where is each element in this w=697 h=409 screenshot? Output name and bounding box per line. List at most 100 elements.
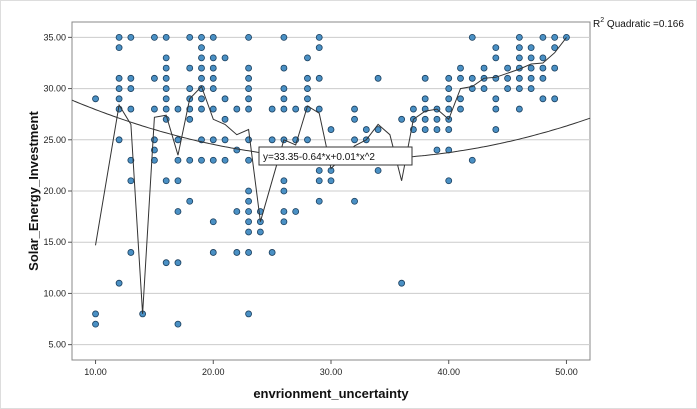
x-tick-label: 40.00 (437, 367, 460, 377)
y-tick-label: 5.00 (48, 340, 66, 350)
scatter-point (221, 95, 229, 103)
scatter-point (174, 105, 182, 113)
scatter-point (186, 197, 194, 205)
scatter-point (280, 218, 288, 226)
scatter-point (280, 95, 288, 103)
scatter-point (351, 136, 358, 144)
scatter-point (127, 156, 135, 164)
scatter-point (492, 54, 500, 62)
scatter-point (268, 105, 276, 113)
scatter-point (174, 156, 182, 164)
scatter-point (304, 54, 311, 62)
scatter-point (127, 33, 135, 41)
scatter-point (421, 126, 429, 133)
scatter-point (551, 44, 559, 52)
scatter-point (480, 85, 488, 92)
scatter-point (221, 156, 229, 164)
scatter-point (315, 105, 323, 113)
scatter-point (280, 64, 288, 72)
scatter-point (186, 64, 194, 72)
scatter-point (245, 208, 252, 215)
scatter-point (245, 136, 252, 144)
scatter-point (127, 105, 135, 113)
scatter-point (245, 33, 252, 41)
scatter-point (209, 54, 217, 62)
scatter-point (221, 115, 229, 123)
scatter-point (174, 320, 182, 328)
scatter-point (421, 115, 429, 123)
scatter-point (233, 105, 241, 113)
scatter-point (515, 105, 523, 113)
scatter-point (162, 74, 170, 82)
scatter-point (527, 64, 535, 72)
scatter-point (174, 208, 182, 215)
scatter-point (362, 126, 370, 133)
scatter-point (115, 136, 123, 144)
scatter-point (115, 85, 123, 92)
scatter-point (445, 95, 453, 103)
scatter-point (151, 136, 158, 144)
y-tick-label: 20.00 (43, 186, 66, 196)
scatter-point (245, 310, 252, 318)
scatter-point (468, 33, 476, 41)
scatter-point (198, 156, 205, 164)
scatter-point (410, 105, 417, 113)
scatter-point (539, 74, 547, 82)
scatter-point (433, 146, 441, 154)
scatter-point (292, 208, 300, 215)
scatter-point (280, 85, 288, 92)
scatter-point (92, 95, 99, 103)
scatter-point (115, 44, 123, 52)
scatter-point (209, 64, 217, 72)
scatter-point (539, 95, 547, 103)
x-tick-label: 20.00 (202, 367, 225, 377)
scatter-point (209, 105, 217, 113)
scatter-point (504, 74, 511, 82)
scatter-point (186, 156, 194, 164)
scatter-point (127, 177, 135, 185)
r2-label: R (593, 19, 600, 30)
scatter-point (515, 54, 523, 62)
scatter-point (162, 54, 170, 62)
scatter-point (539, 64, 547, 72)
scatter-point (245, 64, 252, 72)
scatter-point (127, 249, 135, 256)
scatter-point (198, 74, 205, 82)
r2-annotation: R2 Quadratic =0.166 (593, 17, 684, 30)
scatter-point (421, 95, 429, 103)
scatter-point (162, 33, 170, 41)
scatter-point (209, 249, 217, 256)
scatter-point (115, 95, 123, 103)
gridlines (72, 36, 590, 346)
scatter-point (539, 54, 547, 62)
scatter-point (92, 310, 99, 318)
scatter-point (457, 74, 464, 82)
scatter-point (445, 126, 453, 133)
scatter-point (245, 74, 252, 82)
scatter-point (280, 33, 288, 41)
scatter-point (515, 44, 523, 52)
scatter-point (209, 33, 217, 41)
scatter-point (315, 177, 323, 185)
scatter-point (280, 177, 288, 185)
r2-superscript: 2 (600, 17, 604, 24)
scatter-point (233, 249, 241, 256)
scatter-point (186, 85, 194, 92)
scatter-point (304, 136, 311, 144)
scatter-point (315, 197, 323, 205)
x-tick-label: 50.00 (555, 367, 578, 377)
scatter-point (492, 126, 500, 133)
scatter-point (315, 167, 323, 174)
scatter-point (398, 115, 406, 123)
scatter-point (151, 33, 158, 41)
scatter-point (351, 105, 358, 113)
scatter-point (315, 44, 323, 52)
scatter-point (551, 64, 559, 72)
scatter-point (527, 85, 535, 92)
scatter-point (492, 44, 500, 52)
scatter-point (492, 95, 500, 103)
axis-ticks: 5.00 10.00 15.00 20.00 25.00 30.00 35.00 10.00 2… (43, 32, 577, 377)
scatter-point (245, 249, 252, 256)
scatter-point (245, 228, 252, 236)
scatter-point (374, 167, 382, 174)
